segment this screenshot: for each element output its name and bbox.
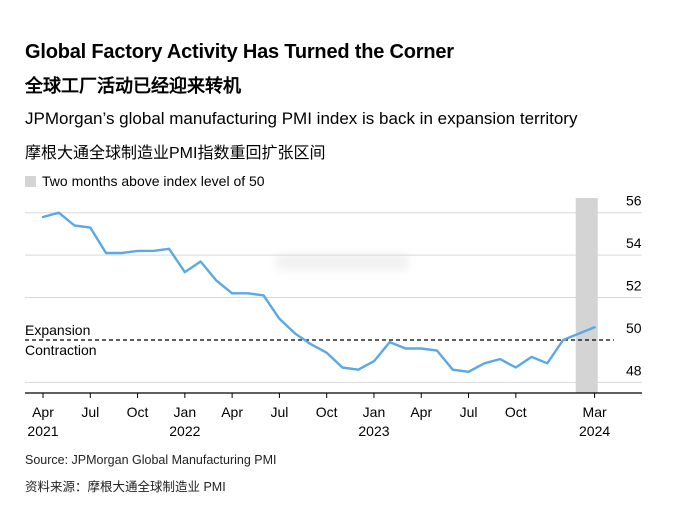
legend-label: Two months above index level of 50	[42, 173, 265, 189]
x-tick-year: 2021	[27, 423, 58, 439]
y-tick-label: 50	[626, 320, 642, 336]
x-tick-label: Jul	[460, 404, 478, 420]
grid-lines	[25, 212, 642, 383]
y-axis: 48 50 52 54 56	[626, 193, 642, 379]
shaded-bar	[575, 198, 598, 393]
chart-title-cn: 全球工厂活动已经迎来转机	[25, 76, 241, 96]
x-tick-label: Mar	[583, 404, 607, 420]
x-tick-year: 2023	[358, 423, 389, 439]
series-group	[41, 211, 596, 373]
x-tick-label: Jan	[174, 404, 197, 420]
series-line	[41, 211, 596, 373]
chart-title: Global Factory Activity Has Turned the C…	[25, 41, 454, 63]
legend-swatch	[25, 175, 36, 187]
blurred-watermark	[276, 254, 408, 270]
y-tick-label: 52	[626, 278, 642, 294]
x-tick-label: Jul	[81, 404, 99, 420]
y-tick-label: 54	[626, 235, 642, 251]
x-tick-label: Oct	[127, 404, 149, 420]
chart-subtitle: JPMorgan’s global manufacturing PMI inde…	[25, 109, 578, 128]
y-tick-label: 48	[626, 362, 642, 378]
contraction-label: Contraction	[25, 342, 97, 358]
x-tick-label: Oct	[505, 404, 527, 420]
x-tick-label: Apr	[32, 404, 54, 420]
x-tick-label: Jul	[270, 404, 288, 420]
x-tick-label: Jan	[363, 404, 386, 420]
source-note-cn: 资料来源：摩根大通全球制造业 PMI	[25, 480, 226, 494]
reference-line-group: Expansion Contraction	[25, 322, 614, 358]
x-tick-year: 2022	[169, 423, 200, 439]
x-tick-year: 2024	[579, 423, 610, 439]
x-tick-label: Apr	[410, 404, 432, 420]
expansion-label: Expansion	[25, 322, 90, 338]
shaded-region	[575, 198, 598, 393]
y-tick-label: 56	[626, 193, 642, 209]
x-tick-label: Apr	[221, 404, 243, 420]
chart-legend: Two months above index level of 50	[25, 173, 265, 189]
chart-subtitle-cn: 摩根大通全球制造业PMI指数重回扩张区间	[25, 145, 326, 162]
source-note: Source: JPMorgan Global Manufacturing PM…	[25, 453, 277, 467]
x-axis: Apr 2021 Jul Oct Jan 2022 Apr Jul Oct Jan 2023 Apr J…	[25, 392, 642, 439]
x-tick-label: Oct	[316, 404, 338, 420]
